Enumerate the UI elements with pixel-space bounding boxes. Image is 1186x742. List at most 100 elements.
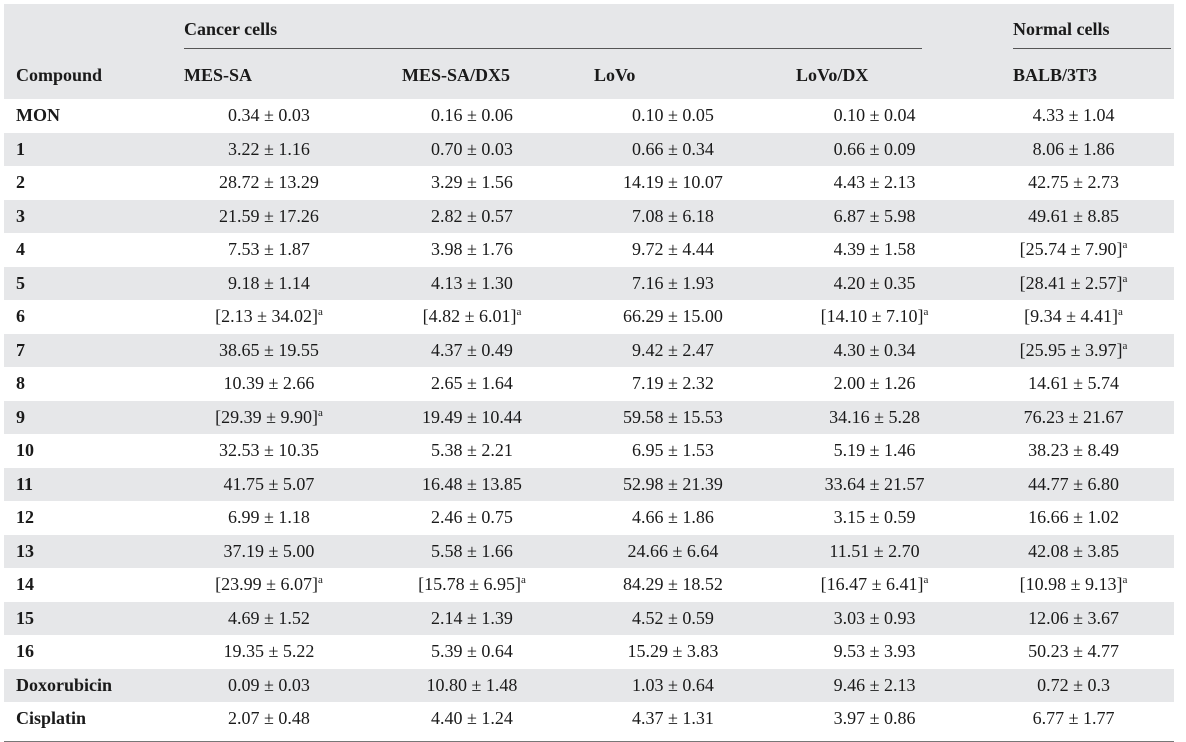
ic50-value: [9.34 ± 4.41]a xyxy=(1024,306,1123,327)
column-header-compound: Compound xyxy=(4,51,164,99)
table-row: 7 38.65 ± 19.55 4.37 ± 0.49 9.42 ± 2.47 4.30… xyxy=(4,333,1175,367)
value-cell-balb-3t3: [10.98 ± 9.13]a xyxy=(973,568,1174,602)
table-row: 3 21.59 ± 17.26 2.82 ± 0.57 7.08 ± 6.18 6.87… xyxy=(4,199,1175,233)
value-cell-lovo-dx: 11.51 ± 2.70 xyxy=(776,534,974,568)
ic50-value: [25.95 ± 3.97]a xyxy=(1019,339,1128,360)
table-row: 15 4.69 ± 1.52 2.14 ± 1.39 4.52 ± 0.59 3.03 … xyxy=(4,601,1175,635)
value-cell-lovo: 6.95 ± 1.53 xyxy=(570,434,776,468)
value-cell-mes-sa-dx5: 2.46 ± 0.75 xyxy=(374,501,570,535)
value-cell-balb-3t3: [28.41 ± 2.57]a xyxy=(973,266,1175,300)
header-group-row: Cancer cells Normal cells xyxy=(4,4,1175,51)
value-cell-balb-3t3: 6.77 ± 1.77 xyxy=(973,702,1174,736)
value-cell-lovo-dx: 6.87 ± 5.98 xyxy=(776,199,974,233)
value-cell-mes-sa: [2.13 ± 34.02]a xyxy=(164,300,374,334)
table-bottom-rule xyxy=(4,740,1174,742)
value-cell-balb-3t3: 14.61 ± 5.74 xyxy=(973,367,1174,401)
value-cell-lovo: 7.08 ± 6.18 xyxy=(570,199,776,233)
compound-name: 3 xyxy=(16,205,25,226)
ic50-value: 7.53 ± 1.87 xyxy=(228,239,310,260)
value-cell-mes-sa-dx5: 2.82 ± 0.57 xyxy=(374,199,570,233)
ic50-value: 7.19 ± 2.32 xyxy=(632,373,714,394)
ic50-value: 4.69 ± 1.52 xyxy=(228,607,310,628)
compound-name-cell: 11 xyxy=(4,467,164,501)
ic50-value: 41.75 ± 5.07 xyxy=(223,473,315,494)
ic50-value: [23.99 ± 6.07]a xyxy=(215,574,323,595)
ic50-value: 9.46 ± 2.13 xyxy=(833,674,916,695)
footnote-marker: a xyxy=(520,574,526,587)
value-cell-mes-sa-dx5: 10.80 ± 1.48 xyxy=(374,668,570,702)
ic50-value: 0.66 ± 0.34 xyxy=(632,138,714,159)
ic50-value: 6.77 ± 1.77 xyxy=(1032,708,1115,729)
value-cell-lovo: 14.19 ± 10.07 xyxy=(570,166,776,200)
ic50-value: 42.08 ± 3.85 xyxy=(1028,540,1119,561)
value-cell-balb-3t3: 16.66 ± 1.02 xyxy=(973,501,1174,535)
footnote-marker: a xyxy=(317,574,323,587)
table-row: 2 28.72 ± 13.29 3.29 ± 1.56 14.19 ± 10.07 4.… xyxy=(4,166,1174,200)
value-cell-mes-sa: [23.99 ± 6.07]a xyxy=(164,568,374,602)
ic50-value: 9.18 ± 1.14 xyxy=(228,272,310,293)
value-cell-balb-3t3: 8.06 ± 1.86 xyxy=(973,132,1175,166)
value-cell-lovo-dx: 4.20 ± 0.35 xyxy=(776,266,974,300)
ic50-value: 2.46 ± 0.75 xyxy=(431,507,513,528)
ic50-value: 59.58 ± 15.53 xyxy=(623,406,723,427)
ic50-value: 3.03 ± 0.93 xyxy=(833,607,916,628)
compound-name-cell: 15 xyxy=(4,601,164,635)
ic50-value: 2.00 ± 1.26 xyxy=(833,373,916,394)
value-cell-lovo-dx: 5.19 ± 1.46 xyxy=(776,434,973,468)
ic50-value: 5.19 ± 1.46 xyxy=(833,440,916,461)
ic50-value: 42.75 ± 2.73 xyxy=(1028,172,1119,193)
compound-name: 4 xyxy=(16,239,25,260)
ic50-value: 38.23 ± 8.49 xyxy=(1028,440,1119,461)
ic50-value: 7.16 ± 1.93 xyxy=(632,272,714,293)
ic50-value: [15.78 ± 6.95]a xyxy=(418,574,526,595)
ic50-value: 4.66 ± 1.86 xyxy=(632,507,714,528)
value-cell-mes-sa: 3.22 ± 1.16 xyxy=(164,132,374,166)
value-cell-mes-sa-dx5: 3.98 ± 1.76 xyxy=(374,233,570,267)
ic50-value: [10.98 ± 9.13]a xyxy=(1019,574,1128,595)
table-row: 11 41.75 ± 5.07 16.48 ± 13.85 52.98 ± 21.39… xyxy=(4,467,1175,501)
compound-name-cell: 7 xyxy=(4,333,164,367)
footnote-marker: a xyxy=(317,306,323,319)
table-row: 4 7.53 ± 1.87 3.98 ± 1.76 9.72 ± 4.44 4.39 ±… xyxy=(4,233,1174,267)
ic50-value: 0.70 ± 0.03 xyxy=(431,138,513,159)
value-cell-lovo: 9.42 ± 2.47 xyxy=(570,333,776,367)
compound-name-cell: MON xyxy=(4,99,164,133)
value-cell-balb-3t3: 12.06 ± 3.67 xyxy=(973,601,1175,635)
compound-name-cell: 14 xyxy=(4,568,164,602)
ic50-value: 5.58 ± 1.66 xyxy=(431,540,513,561)
ic50-value: 4.39 ± 1.58 xyxy=(833,239,916,260)
value-cell-lovo-dx: 33.64 ± 21.57 xyxy=(776,467,974,501)
compound-name: 15 xyxy=(16,607,34,628)
ic50-value: 8.06 ± 1.86 xyxy=(1032,138,1115,159)
compound-name: 2 xyxy=(16,172,25,193)
ic50-value: 0.34 ± 0.03 xyxy=(228,105,310,126)
value-cell-lovo-dx: 34.16 ± 5.28 xyxy=(776,400,974,434)
value-cell-mes-sa: 6.99 ± 1.18 xyxy=(164,501,374,535)
value-cell-balb-3t3: 42.08 ± 3.85 xyxy=(973,534,1175,568)
compound-name-cell: 12 xyxy=(4,501,164,535)
compound-name: Doxorubicin xyxy=(16,674,113,695)
ic50-value: 0.66 ± 0.09 xyxy=(833,138,916,159)
ic50-value: 4.30 ± 0.34 xyxy=(833,339,916,360)
ic50-value: 4.20 ± 0.35 xyxy=(833,272,916,293)
compound-name-cell: 2 xyxy=(4,166,164,200)
ic50-value: 3.97 ± 0.86 xyxy=(833,708,916,729)
table-row: 16 19.35 ± 5.22 5.39 ± 0.64 15.29 ± 3.83 9.5… xyxy=(4,635,1174,669)
compound-name-cell: 8 xyxy=(4,367,164,401)
value-cell-mes-sa-dx5: 4.13 ± 1.30 xyxy=(374,266,570,300)
value-cell-lovo: 0.10 ± 0.05 xyxy=(570,99,776,133)
value-cell-mes-sa: 21.59 ± 17.26 xyxy=(164,199,374,233)
value-cell-mes-sa-dx5: 5.58 ± 1.66 xyxy=(374,534,570,568)
cancer-cells-group: Cancer cells xyxy=(164,4,974,51)
compound-name: 1 xyxy=(16,138,25,159)
ic50-value: 3.22 ± 1.16 xyxy=(228,138,310,159)
ic50-value: 4.33 ± 1.04 xyxy=(1032,105,1115,126)
table-row: 10 32.53 ± 10.35 5.38 ± 2.21 6.95 ± 1.53 5.1… xyxy=(4,434,1174,468)
ic50-value: 19.35 ± 5.22 xyxy=(223,641,315,662)
ic50-value: 11.51 ± 2.70 xyxy=(829,540,920,561)
ic50-value: 32.53 ± 10.35 xyxy=(219,440,319,461)
ic50-value: 0.72 ± 0.3 xyxy=(1037,674,1110,695)
ic50-value: 49.61 ± 8.85 xyxy=(1028,205,1119,226)
ic50-value: 7.08 ± 6.18 xyxy=(632,205,714,226)
footnote-marker: a xyxy=(1122,339,1128,352)
